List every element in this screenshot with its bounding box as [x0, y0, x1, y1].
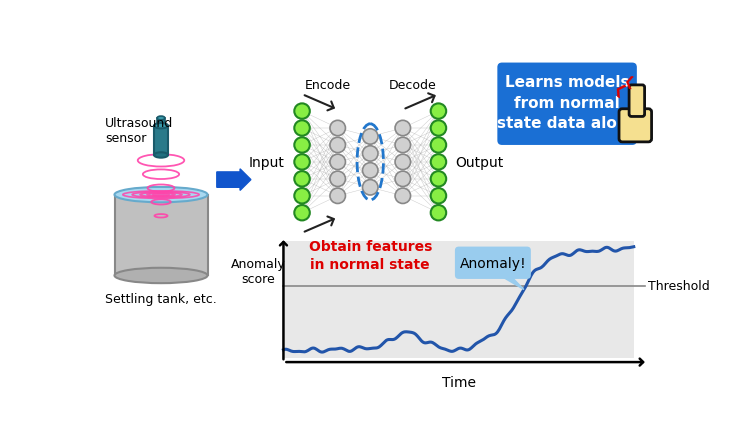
Text: Decode: Decode	[389, 79, 437, 92]
Circle shape	[294, 155, 310, 170]
Ellipse shape	[154, 153, 168, 158]
Text: Settling tank, etc.: Settling tank, etc.	[105, 293, 217, 306]
Circle shape	[395, 155, 410, 170]
Circle shape	[431, 138, 446, 153]
Circle shape	[294, 104, 310, 119]
Circle shape	[431, 205, 446, 221]
Circle shape	[330, 172, 345, 187]
Ellipse shape	[154, 124, 168, 129]
Text: Obtain features
in normal state: Obtain features in normal state	[309, 239, 432, 272]
FancyBboxPatch shape	[619, 109, 652, 143]
FancyBboxPatch shape	[283, 242, 634, 358]
Circle shape	[363, 163, 378, 178]
Circle shape	[330, 121, 345, 136]
Ellipse shape	[115, 268, 207, 283]
Polygon shape	[496, 274, 524, 290]
Text: Ultrasound
sensor: Ultrasound sensor	[105, 116, 174, 144]
Text: Anomaly
score: Anomaly score	[231, 258, 285, 285]
Text: ❮: ❮	[610, 82, 628, 100]
Text: Anomaly!: Anomaly!	[460, 256, 526, 270]
Text: Time: Time	[442, 375, 476, 389]
Ellipse shape	[115, 187, 207, 203]
FancyBboxPatch shape	[455, 247, 531, 279]
Circle shape	[294, 189, 310, 204]
Circle shape	[395, 138, 410, 153]
FancyBboxPatch shape	[497, 63, 637, 146]
Circle shape	[294, 205, 310, 221]
FancyBboxPatch shape	[154, 127, 168, 155]
FancyArrow shape	[217, 170, 251, 191]
Text: Threshold: Threshold	[648, 279, 710, 293]
Ellipse shape	[157, 117, 165, 121]
Circle shape	[363, 130, 378, 145]
Circle shape	[395, 189, 410, 204]
Circle shape	[294, 121, 310, 136]
Circle shape	[294, 138, 310, 153]
Circle shape	[431, 121, 446, 136]
Circle shape	[431, 189, 446, 204]
Circle shape	[431, 104, 446, 119]
Circle shape	[395, 121, 410, 136]
Circle shape	[431, 155, 446, 170]
Circle shape	[431, 172, 446, 187]
Circle shape	[294, 172, 310, 187]
FancyBboxPatch shape	[629, 86, 645, 117]
Circle shape	[363, 147, 378, 162]
Circle shape	[363, 180, 378, 196]
Text: Output: Output	[456, 155, 504, 170]
FancyBboxPatch shape	[115, 195, 207, 276]
Text: Encode: Encode	[304, 79, 350, 92]
Circle shape	[330, 138, 345, 153]
Circle shape	[330, 189, 345, 204]
Text: ❮: ❮	[622, 75, 634, 89]
Circle shape	[395, 172, 410, 187]
Text: Input: Input	[249, 155, 285, 170]
FancyBboxPatch shape	[157, 119, 165, 128]
Circle shape	[330, 155, 345, 170]
Text: Learns models
from normal
state data alone: Learns models from normal state data alo…	[496, 75, 637, 131]
